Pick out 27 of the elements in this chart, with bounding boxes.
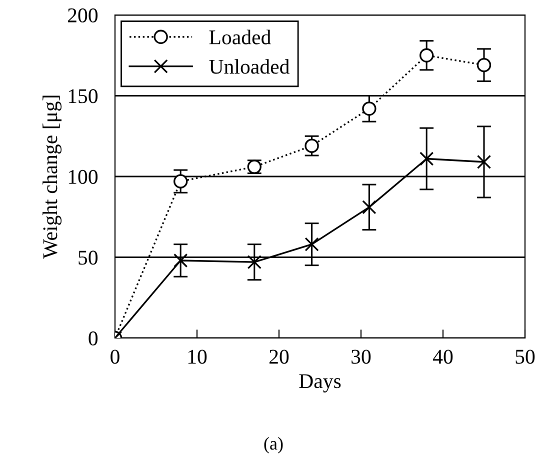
point <box>304 237 319 252</box>
x-tick-label: 0 <box>110 350 120 364</box>
point <box>362 102 376 116</box>
y-tick-label: 200 <box>68 8 98 22</box>
y-tick-label: 0 <box>88 331 98 346</box>
point <box>420 48 434 62</box>
x-tick-label: 30 <box>352 350 371 364</box>
y-tick-label: 50 <box>78 250 98 265</box>
point <box>304 138 319 153</box>
point <box>174 253 188 268</box>
point <box>174 174 188 188</box>
point <box>247 255 262 270</box>
legend-label: Loaded <box>209 30 271 44</box>
y-tick-label: 100 <box>68 170 98 184</box>
x-axis-title: Days <box>299 374 341 392</box>
point <box>476 154 492 170</box>
point <box>362 200 376 214</box>
text: (a) <box>264 437 283 454</box>
x-tick-label: 10 <box>188 350 207 364</box>
y-tick-label: 150 <box>68 89 98 104</box>
point <box>420 152 434 166</box>
x-tick-label: 20 <box>270 350 289 364</box>
x-tick-label: 40 <box>432 350 453 364</box>
point <box>476 58 492 72</box>
x-tick-label: 50 <box>516 350 535 364</box>
legend-label: Unloaded <box>209 59 290 74</box>
y-axis-title: Weight change [μg] <box>42 96 62 259</box>
